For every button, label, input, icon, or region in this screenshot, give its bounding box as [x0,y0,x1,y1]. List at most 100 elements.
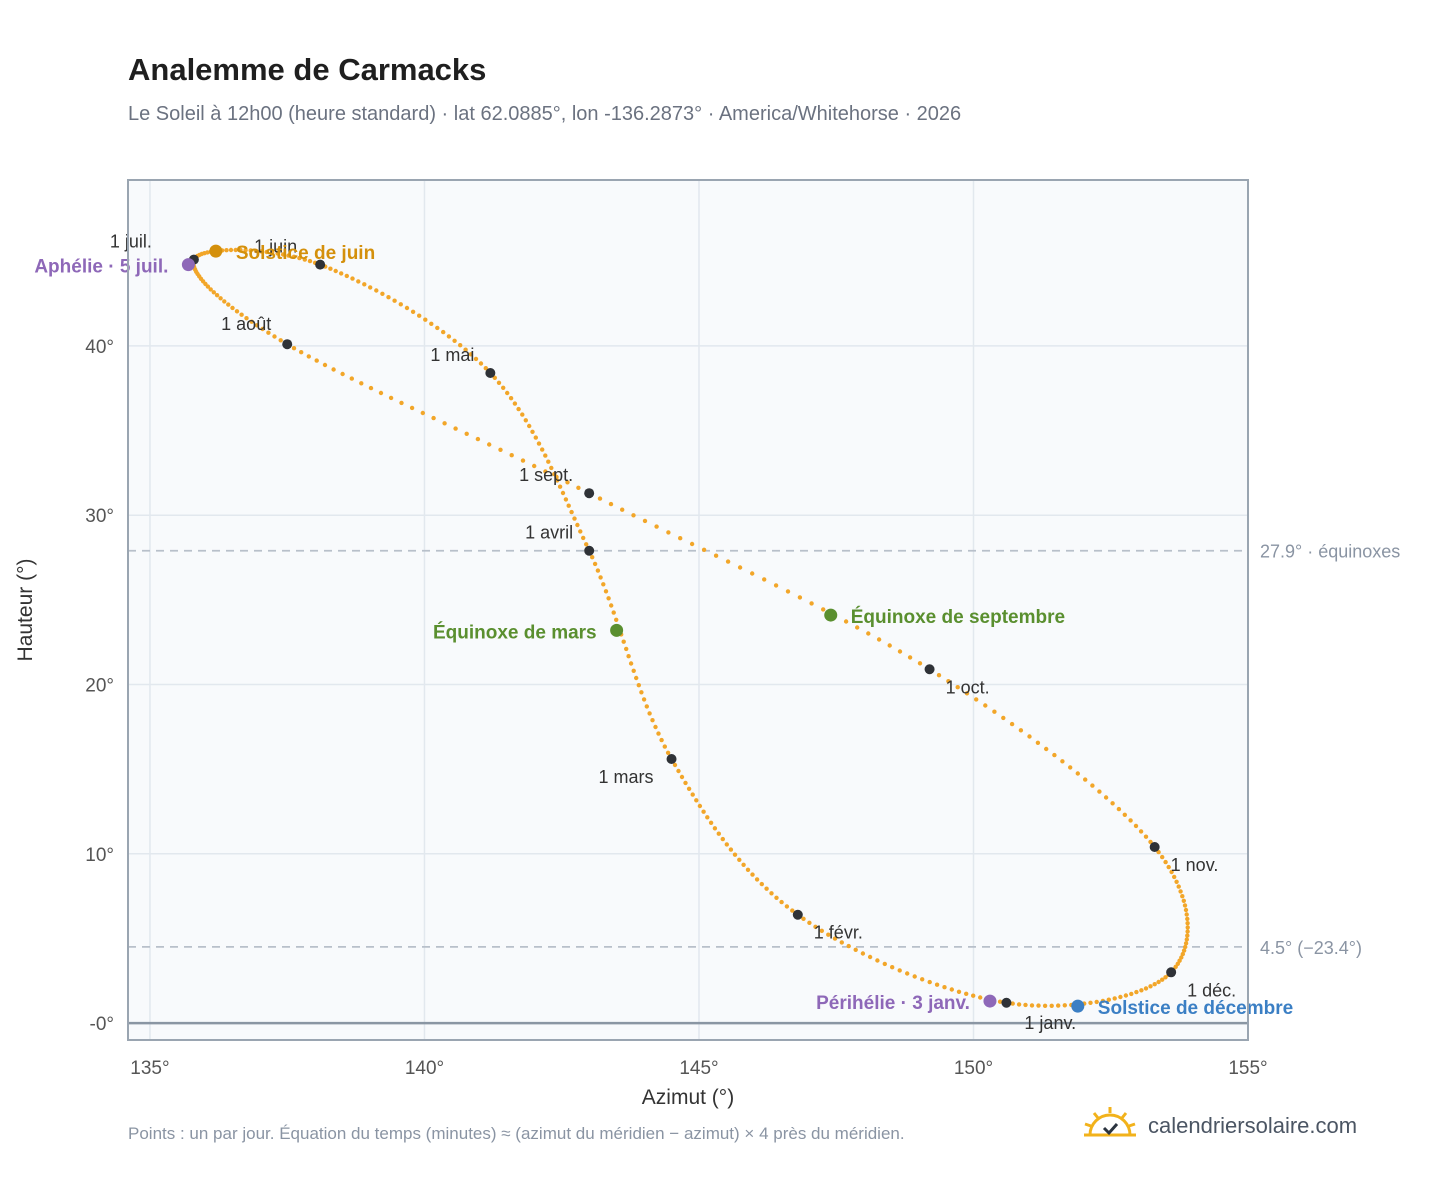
daily-point [1060,759,1065,764]
daily-point [890,965,895,970]
daily-point [713,553,719,558]
plot-frame [127,179,1249,1041]
daily-point [866,631,871,636]
axis-ticks: 135° 140° 145° 150° 155° -0° 10° 20° 30° 40° [85,337,1267,1079]
daily-point [1139,988,1144,993]
daily-point [1160,977,1165,982]
daily-point [1042,1003,1048,1008]
daily-point [1106,997,1112,1002]
daily-point [620,507,625,512]
daily-point [520,458,526,463]
daily-point [429,321,434,326]
daily-point [1049,1003,1054,1008]
daily-point [774,895,779,900]
daily-point [790,908,795,913]
month-marker [1001,997,1012,1008]
daily-point [368,285,373,290]
daily-point [978,995,983,1000]
daily-point [819,928,824,933]
month-label: 1 févr. [814,923,863,943]
daily-point [654,524,659,529]
daily-point [230,305,235,311]
daily-point [483,366,488,371]
daily-point [464,431,469,436]
daily-point [614,617,619,622]
daily-point [234,309,240,314]
daily-point [398,302,403,307]
daily-point [741,862,746,867]
month-label: 1 sept. [519,465,573,485]
daily-point [897,649,903,654]
daily-point [516,406,521,412]
daily-point [331,367,336,372]
daily-point [1112,996,1117,1001]
daily-point [344,273,349,279]
daily-point [949,987,954,992]
daily-point [264,249,269,255]
sun-check-icon [1082,1105,1138,1146]
daily-point [1181,948,1187,953]
daily-point [609,603,614,608]
month-label: 1 juil. [110,232,152,252]
daily-point [431,415,436,421]
special-point-label: Solstice de juin [236,243,375,264]
daily-point [839,940,844,945]
daily-point [628,661,634,666]
daily-point [350,276,355,281]
daily-point [855,625,860,630]
month-label: 1 mars [599,767,654,787]
special-point-marker [181,258,195,272]
daily-point [380,291,385,296]
daily-point [642,518,648,524]
daily-point [226,302,231,307]
daily-point [1148,984,1153,989]
y-tick-label: 10° [85,845,114,866]
daily-point [801,916,806,921]
daily-point [498,447,503,452]
daily-point [912,974,917,979]
daily-point [339,271,344,276]
daily-point [598,575,603,580]
daily-point [1176,884,1181,889]
daily-point [1181,898,1187,903]
daily-point [496,380,502,385]
daily-point [672,762,678,768]
daily-point [665,750,671,755]
daily-point [581,535,586,541]
daily-point [1156,979,1161,985]
daily-point [260,326,265,332]
daily-point [1090,783,1095,788]
daily-point [992,709,997,714]
daily-point [1172,874,1177,880]
daily-point [356,279,361,284]
daily-point [779,899,784,905]
brand[interactable]: calendriersolaire.com [1082,1105,1357,1146]
daily-point [826,932,831,937]
daily-point [409,405,415,411]
special-point-marker [610,623,624,637]
daily-point [592,561,598,567]
daily-point [676,768,681,774]
month-marker [584,488,595,499]
daily-point [239,312,244,317]
special-point-label: Périhélie · 3 janv. [816,993,970,1014]
daily-point [1129,991,1134,997]
daily-point [1035,740,1041,745]
daily-point [737,565,743,570]
daily-point [228,247,234,253]
y-tick-label: -0° [90,1014,115,1035]
daily-point [1143,986,1149,991]
daily-point [314,358,319,363]
daily-point [807,920,812,925]
daily-point [399,400,404,406]
daily-point [566,503,571,508]
daily-point [797,595,803,600]
month-marker [1166,967,1177,978]
daily-point [208,287,213,292]
daily-point [745,867,751,872]
daily-point [1185,933,1190,938]
daily-point [1116,806,1122,812]
daily-point [576,485,581,490]
month-marker [584,545,595,556]
daily-point [1160,854,1165,860]
